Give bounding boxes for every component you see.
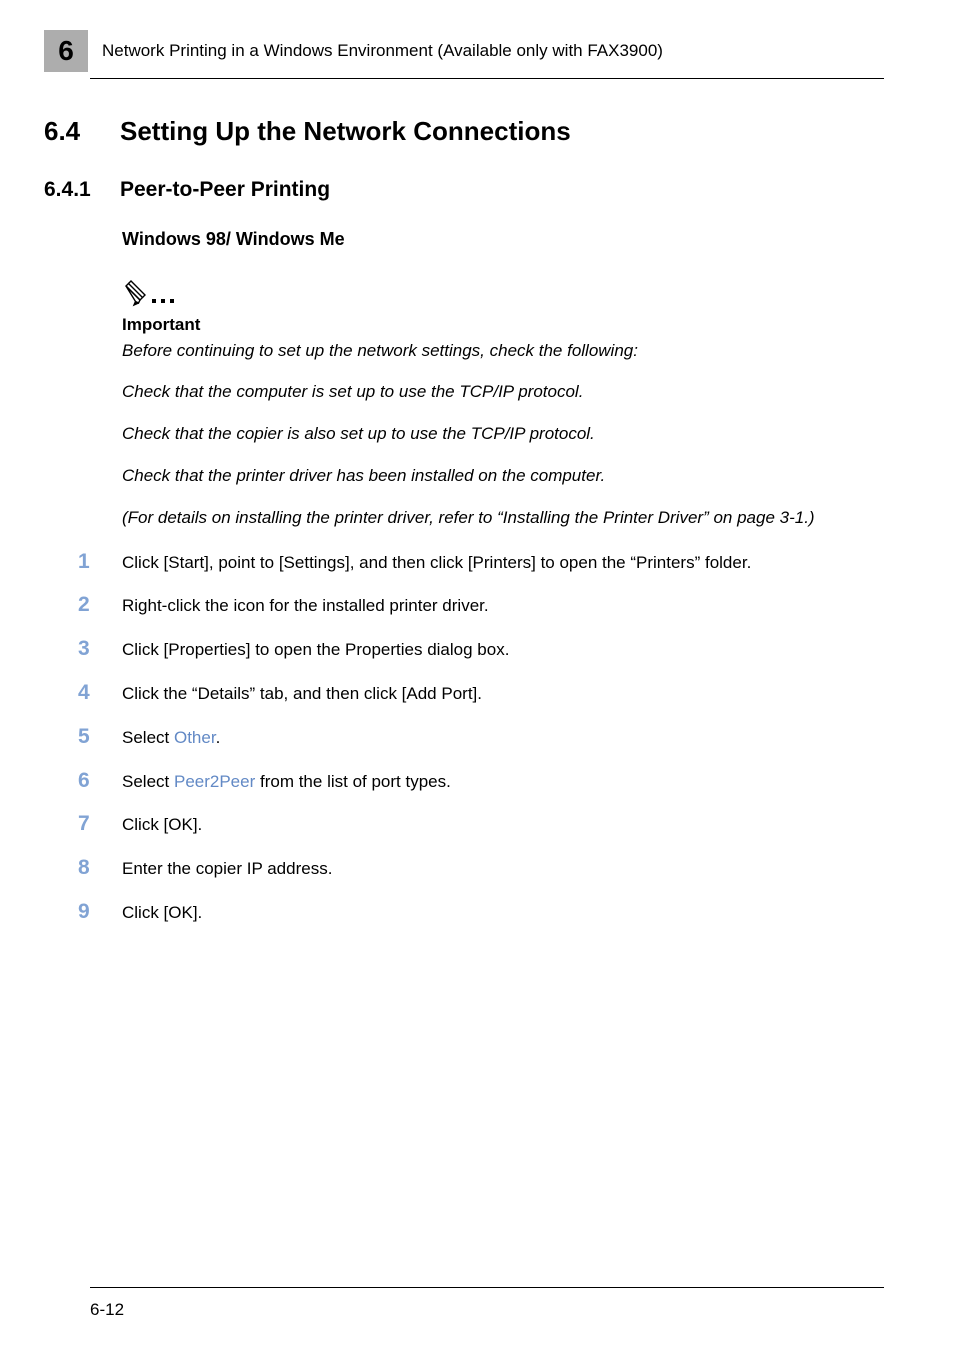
step-number: 3 [78,637,122,661]
pencil-note-icon [122,280,884,315]
note-block: Important Before continuing to set up th… [122,280,884,530]
step-number: 5 [78,725,122,749]
step-number: 2 [78,593,122,617]
note-label: Important [122,313,884,337]
step-text-content: Click the “Details” tab, and then click … [122,684,482,703]
step-list: 1 Click [Start], point to [Settings], an… [78,550,884,925]
list-item: 9 Click [OK]. [78,900,884,925]
step-text-before: Select [122,728,174,747]
step-keyword: Other [174,728,216,747]
step-text-content: Click [Properties] to open the Propertie… [122,640,509,659]
step-number: 9 [78,900,122,924]
footer-divider [90,1287,884,1288]
page-footer: 6-12 [90,1287,884,1322]
section-number: 6.4 [44,113,120,149]
subheading: Windows 98/ Windows Me [122,227,884,252]
subsection-title: Peer-to-Peer Printing [120,175,330,204]
step-text: Click the “Details” tab, and then click … [122,681,884,706]
step-text: Select Other. [122,725,884,750]
page-header: 6 Network Printing in a Windows Environm… [90,30,884,72]
subsection-heading: 6.4.1 Peer-to-Peer Printing [90,175,884,204]
list-item: 6 Select Peer2Peer from the list of port… [78,769,884,794]
step-text: Click [Properties] to open the Propertie… [122,637,884,662]
note-line: Before continuing to set up the network … [122,339,884,363]
step-number: 1 [78,550,122,574]
step-text-content: Enter the copier IP address. [122,859,332,878]
subsection-number: 6.4.1 [44,175,120,204]
list-item: 3 Click [Properties] to open the Propert… [78,637,884,662]
list-item: 1 Click [Start], point to [Settings], an… [78,550,884,575]
section-heading: 6.4 Setting Up the Network Connections [90,113,884,149]
list-item: 7 Click [OK]. [78,812,884,837]
step-number: 4 [78,681,122,705]
step-text-content: Right-click the icon for the installed p… [122,596,489,615]
section-title: Setting Up the Network Connections [120,113,571,149]
header-divider [90,78,884,79]
step-text-after: . [216,728,221,747]
step-number: 7 [78,812,122,836]
step-text: Click [OK]. [122,812,884,837]
step-number: 6 [78,769,122,793]
step-text: Enter the copier IP address. [122,856,884,881]
chapter-number-box: 6 [44,30,88,72]
header-text: Network Printing in a Windows Environmen… [102,39,663,63]
step-text: Click [OK]. [122,900,884,925]
step-text-content: Click [OK]. [122,815,202,834]
list-item: 5 Select Other. [78,725,884,750]
step-text-content: Click [Start], point to [Settings], and … [122,553,751,572]
step-text: Click [Start], point to [Settings], and … [122,550,884,575]
note-line: Check that the computer is set up to use… [122,380,884,404]
step-text: Right-click the icon for the installed p… [122,593,884,618]
step-text-after: from the list of port types. [255,772,451,791]
step-text-content: Click [OK]. [122,903,202,922]
step-number: 8 [78,856,122,880]
note-line: Check that the copier is also set up to … [122,422,884,446]
list-item: 8 Enter the copier IP address. [78,856,884,881]
note-line: Check that the printer driver has been i… [122,464,884,488]
list-item: 4 Click the “Details” tab, and then clic… [78,681,884,706]
step-keyword: Peer2Peer [174,772,255,791]
page-number: 6-12 [90,1298,884,1322]
step-text: Select Peer2Peer from the list of port t… [122,769,884,794]
page: 6 Network Printing in a Windows Environm… [0,0,954,1352]
step-text-before: Select [122,772,174,791]
note-line: (For details on installing the printer d… [122,506,884,530]
list-item: 2 Right-click the icon for the installed… [78,593,884,618]
